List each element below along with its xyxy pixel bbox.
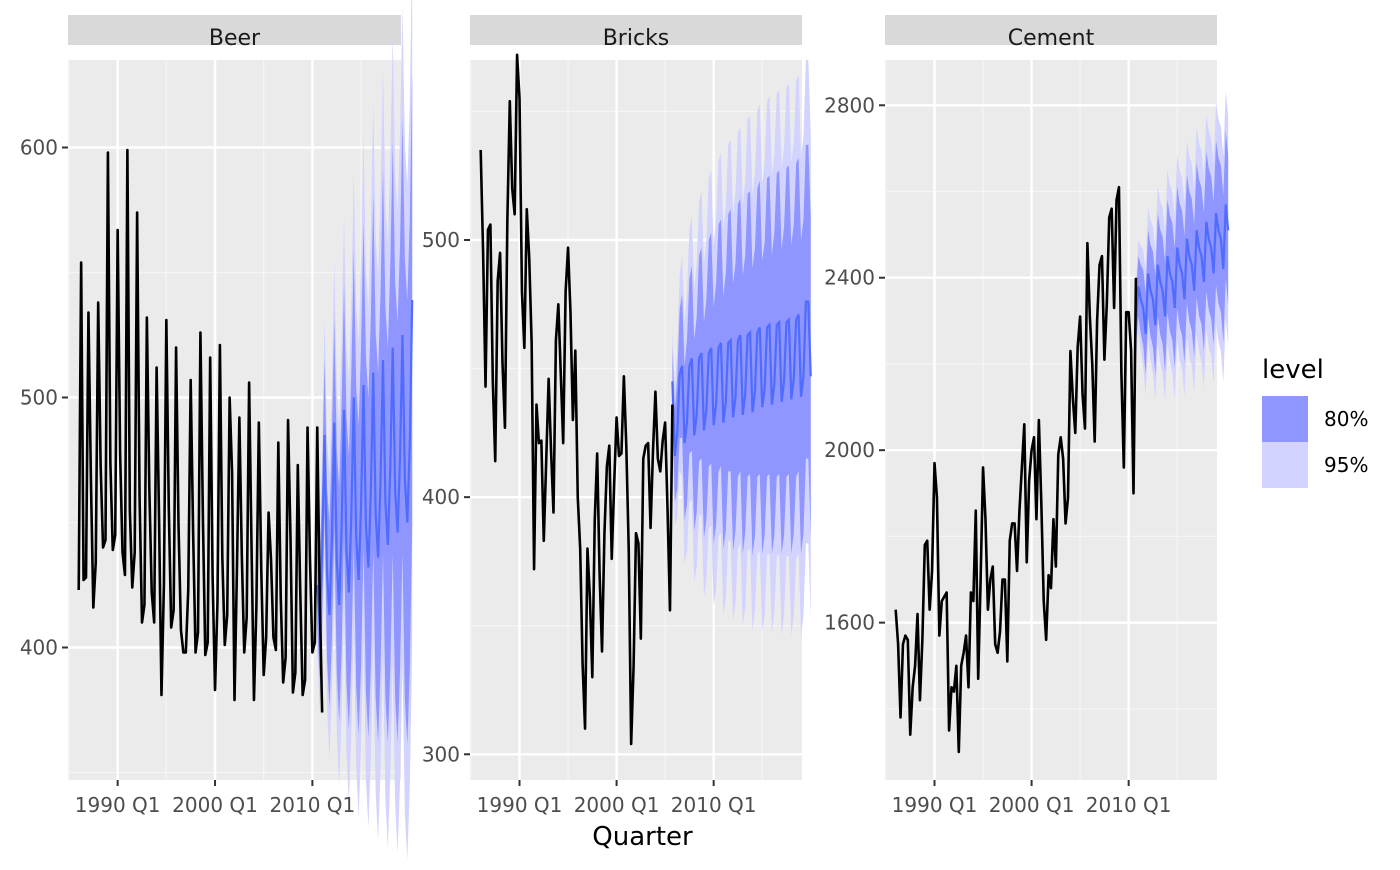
legend-key-80 (1262, 396, 1308, 442)
legend-title: level (1262, 355, 1324, 385)
x-tick-label-cement: 2010 Q1 (1086, 793, 1172, 817)
series-bricks-history-line (479, 53, 674, 746)
y-tick-label-bricks: 400 (422, 485, 460, 509)
strip-bricks-bg (470, 15, 802, 45)
legend-label-80: 80% (1324, 407, 1368, 431)
strip-cement-bg (885, 15, 1217, 45)
series-beer-history-line (77, 148, 324, 713)
x-tick-label-bricks: 2010 Q1 (671, 793, 757, 817)
x-tick-label-cement: 2000 Q1 (989, 793, 1075, 817)
y-tick-label-beer: 500 (20, 386, 58, 410)
panel-cement-bg (885, 60, 1217, 780)
y-tick-label-beer: 600 (20, 136, 58, 160)
series-cement-history-line (894, 185, 1138, 754)
legend-label-95: 95% (1324, 453, 1368, 477)
y-tick-label-cement: 2400 (824, 266, 875, 290)
x-tick-label-bricks: 2000 Q1 (574, 793, 660, 817)
strip-beer-bg (68, 15, 401, 45)
x-tick-label-bricks: 1990 Q1 (477, 793, 563, 817)
strip-cement-label: Cement (1008, 26, 1095, 51)
forecast-cement-band-80 (1135, 130, 1229, 375)
forecast-cement-mean-line (1134, 204, 1230, 334)
x-tick-label-beer: 2000 Q1 (172, 793, 258, 817)
forecast-bricks-mean-line (671, 300, 812, 457)
y-tick-label-beer: 400 (20, 636, 58, 660)
forecast-beer-mean-line (316, 299, 414, 626)
strip-beer-label: Beer (209, 26, 261, 51)
y-tick-label-bricks: 500 (422, 228, 460, 252)
legend-key-95 (1262, 442, 1308, 488)
y-tick-label-cement: 1600 (824, 611, 875, 635)
x-axis-title: Quarter (592, 822, 693, 852)
strip-bricks-label: Bricks (603, 26, 670, 51)
x-tick-label-beer: 1990 Q1 (75, 793, 161, 817)
panel-bricks: Bricks 300 400 500 1990 Q1 2000 Q1 2010 Q1 (422, 15, 812, 817)
panel-beer: Beer 400 500 600 1990 Q1 2000 Q1 2010 Q1 (20, 0, 414, 860)
y-tick-label-bricks: 300 (422, 742, 460, 766)
x-tick-label-cement: 1990 Q1 (892, 793, 978, 817)
x-tick-label-beer: 2010 Q1 (270, 793, 356, 817)
panel-cement: Cement 1600 2000 2400 2800 1990 Q1 2000 Q1 2010… (824, 15, 1230, 817)
y-tick-label-cement: 2800 (824, 93, 875, 117)
y-tick-label-cement: 2000 (824, 438, 875, 462)
